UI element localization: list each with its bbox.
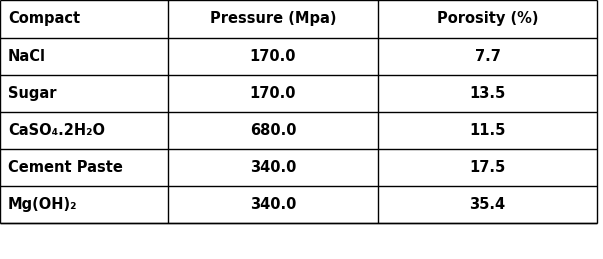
Text: 35.4: 35.4 (470, 197, 505, 212)
Text: 170.0: 170.0 (250, 49, 296, 64)
Text: 680.0: 680.0 (250, 123, 296, 138)
Text: Porosity (%): Porosity (%) (437, 11, 538, 26)
Text: 340.0: 340.0 (250, 197, 296, 212)
Text: CaSO₄.2H₂O: CaSO₄.2H₂O (8, 123, 105, 138)
Text: 13.5: 13.5 (469, 86, 506, 101)
Text: 17.5: 17.5 (469, 160, 506, 175)
Text: 340.0: 340.0 (250, 160, 296, 175)
Text: Cement Paste: Cement Paste (8, 160, 123, 175)
Text: 7.7: 7.7 (475, 49, 500, 64)
Text: 170.0: 170.0 (250, 86, 296, 101)
Text: Pressure (Mpa): Pressure (Mpa) (210, 11, 336, 26)
Text: Compact: Compact (8, 11, 80, 26)
Text: 11.5: 11.5 (469, 123, 506, 138)
Text: Sugar: Sugar (8, 86, 57, 101)
Text: NaCl: NaCl (8, 49, 46, 64)
Text: Mg(OH)₂: Mg(OH)₂ (8, 197, 78, 212)
